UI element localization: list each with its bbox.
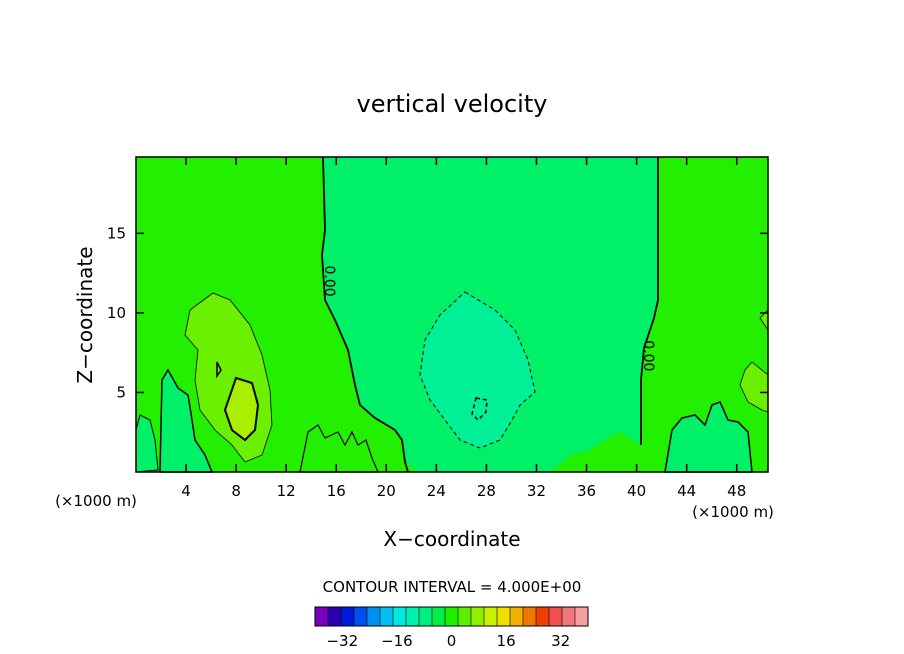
colorbar-tick-label: 16 [497,632,516,650]
x-unit-right: (×1000 m) [692,503,774,521]
colorbar-swatch [575,607,589,626]
downdraft-core-contour [471,397,488,422]
colorbar-swatch [393,607,407,626]
colorbar-swatch [549,607,563,626]
colorbar-swatch [445,607,459,626]
colorbar-swatch [341,607,355,626]
colorbar-swatch [432,607,446,626]
x-tick-label: 16 [327,482,346,500]
y-axis-label: Z−coordinate [73,246,97,383]
y-tick-label: 10 [107,304,126,322]
colorbar-swatch [328,607,342,626]
x-tick-label: 20 [377,482,396,500]
downdraft-contour [419,291,536,449]
zero-contour-right [640,157,659,445]
colorbar-frame [314,606,589,627]
x-unit-left: (×1000 m) [55,492,137,510]
x-axis: 4 8 12 16 20 24 28 32 36 40 44 48 [181,157,746,500]
colorbar-tick-label: −16 [381,632,413,650]
chart-title: vertical velocity [357,90,548,118]
colorbar-swatch [458,607,472,626]
x-axis-label: X−coordinate [383,527,520,551]
y-tick-label: 5 [116,383,126,401]
colorbar-tick-label: −32 [326,632,358,650]
colorbar-swatch [419,607,433,626]
bottom-contour-left-2 [159,368,214,473]
y-axis: 5 10 15 [107,224,768,401]
x-tick-label: 8 [231,482,241,500]
contour-interval-text: CONTOUR INTERVAL = 4.000E+00 [323,578,582,596]
colorbar-swatch [523,607,537,626]
contour-label-right: 0.00 [640,340,656,371]
colorbar-swatch [471,607,485,626]
x-tick-label: 4 [181,482,191,500]
y-tick-label: 15 [107,224,126,242]
colorbar-swatch [510,607,524,626]
x-tick-label: 32 [527,482,546,500]
contour-label-left: 0.00 [321,266,337,297]
colorbar-tick-label: 32 [551,632,570,650]
zero-contour-left [321,156,409,473]
plot-area: 0.00 0.00 [135,156,769,473]
x-tick-label: 12 [277,482,296,500]
bottom-contour-right [664,401,753,473]
colorbar-swatch [406,607,420,626]
colorbar-swatch [562,607,576,626]
x-tick-label: 48 [727,482,746,500]
bottom-contour-mid [299,424,379,473]
updraft-contour-8 [223,376,260,442]
x-tick-label: 36 [577,482,596,500]
colorbar-tick-label: 0 [447,632,457,650]
colorbar-swatch [367,607,381,626]
colorbar-swatch [484,607,498,626]
x-tick-label: 44 [677,482,696,500]
x-tick-label: 28 [477,482,496,500]
x-tick-label: 24 [427,482,446,500]
colorbar-swatch [380,607,394,626]
updraft-small-contour [216,361,222,379]
colorbar-swatch [536,607,550,626]
colorbar-swatch [354,607,368,626]
x-tick-label: 40 [627,482,646,500]
colorbar-swatch [497,607,511,626]
plot-frame [135,156,769,473]
colorbar-swatch [315,607,329,626]
colorbar: −32 −16 0 16 32 [314,606,589,650]
